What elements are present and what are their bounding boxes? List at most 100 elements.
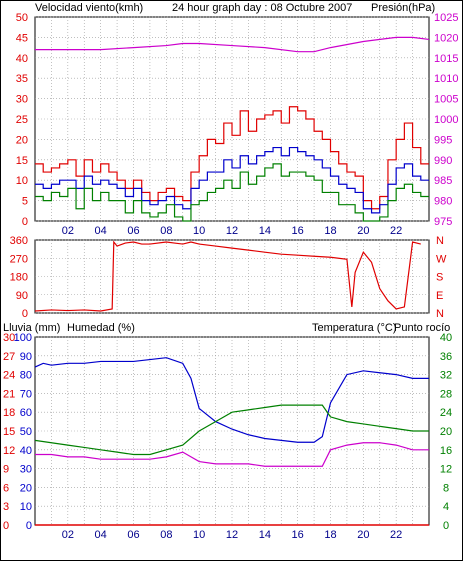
- compass-letter: N: [436, 235, 444, 247]
- pressure-tick-label: 990: [434, 155, 452, 167]
- wind-speed-line: [35, 106, 429, 210]
- dewpoint-line: [35, 442, 429, 467]
- rain-tick-label: 24: [3, 370, 15, 382]
- temperature-tick-label: 4: [443, 501, 449, 513]
- direction-tick-label: 90: [16, 290, 28, 302]
- time-tick-label: 06: [127, 225, 139, 237]
- pressure-label: Presión(hPa): [371, 2, 435, 14]
- direction-tick-label: 270: [10, 253, 28, 265]
- rain-tick-label: 9: [3, 464, 9, 476]
- rain-tick-label: 18: [3, 407, 15, 419]
- humidity-tick-label: 60: [20, 407, 32, 419]
- humidity-tick-label: 10: [20, 501, 32, 513]
- pressure-tick-label: 1020: [434, 32, 458, 44]
- humidity-label: Humedad (%): [67, 322, 135, 334]
- time-tick-label: 02: [62, 529, 74, 541]
- humidity-tick-label: 40: [20, 445, 32, 457]
- time-tick-label: 08: [160, 529, 172, 541]
- time-tick-label: 10: [193, 225, 205, 237]
- time-tick-label: 08: [160, 225, 172, 237]
- time-tick-label: 04: [95, 529, 107, 541]
- dewpoint-label: Punto rocío: [394, 322, 450, 334]
- time-tick-label: 12: [226, 225, 238, 237]
- wind-low-line: [35, 163, 429, 222]
- time-tick-label: 10: [193, 529, 205, 541]
- rain-tick-label: 21: [3, 388, 15, 400]
- pressure-tick-label: 985: [434, 175, 452, 187]
- time-tick-label: 06: [127, 529, 139, 541]
- pressure-line: [35, 36, 430, 53]
- temperature-tick-label: 28: [440, 388, 452, 400]
- wind-avg-line: [35, 146, 429, 214]
- wind-tick-label: 50: [16, 12, 28, 24]
- rain-tick-label: 27: [3, 351, 15, 363]
- direction-tick-label: 0: [22, 308, 28, 320]
- time-tick-label: 18: [324, 225, 336, 237]
- time-tick-label: 20: [357, 529, 369, 541]
- rain-tick-label: 30: [3, 332, 15, 344]
- time-tick-label: 12: [226, 529, 238, 541]
- pressure-tick-label: 1015: [434, 53, 458, 65]
- compass-letter: S: [436, 272, 443, 284]
- direction-tick-label: 180: [10, 272, 28, 284]
- wind-tick-label: 40: [16, 53, 28, 65]
- pressure-tick-label: 975: [434, 216, 452, 228]
- time-tick-label: 20: [357, 225, 369, 237]
- chart-title: 24 hour graph day : 08 Octubre 2007: [172, 2, 352, 14]
- temperature-tick-label: 12: [440, 464, 452, 476]
- humidity-tick-label: 70: [20, 388, 32, 400]
- rain-tick-label: 0: [3, 520, 9, 532]
- time-tick-label: 02: [62, 225, 74, 237]
- pressure-tick-label: 1010: [434, 73, 458, 85]
- temperature-tick-label: 36: [440, 351, 452, 363]
- rain-tick-label: 15: [3, 426, 15, 438]
- wind-direction-line: [34, 240, 421, 312]
- wind-tick-label: 25: [16, 114, 28, 126]
- compass-letter: E: [436, 290, 443, 302]
- time-tick-label: 14: [259, 529, 271, 541]
- temperature-tick-label: 24: [440, 407, 452, 419]
- wind-tick-label: 20: [16, 134, 28, 146]
- temperature-tick-label: 8: [443, 482, 449, 494]
- temperature-label: Temperatura (°C): [312, 322, 396, 334]
- humidity-tick-label: 50: [20, 426, 32, 438]
- pressure-tick-label: 1000: [434, 114, 458, 126]
- compass-letter: N: [436, 308, 444, 320]
- wind-tick-label: 45: [16, 32, 28, 44]
- humidity-tick-label: 90: [20, 351, 32, 363]
- time-tick-label: 04: [95, 225, 107, 237]
- wind-tick-label: 30: [16, 94, 28, 106]
- wind-tick-label: 35: [16, 73, 28, 85]
- rain-label: Lluvia (mm): [3, 322, 60, 334]
- pressure-tick-label: 980: [434, 196, 452, 208]
- time-tick-label: 16: [292, 225, 304, 237]
- humidity-tick-label: 0: [26, 520, 32, 532]
- wind-speed-label: Velocidad viento(kmh): [35, 2, 143, 14]
- temperature-line: [34, 404, 429, 456]
- time-tick-label: 14: [259, 225, 271, 237]
- pressure-tick-label: 1005: [434, 94, 458, 106]
- wind-tick-label: 0: [22, 216, 28, 228]
- pressure-tick-label: 1025: [434, 12, 458, 24]
- temperature-tick-label: 0: [443, 520, 449, 532]
- direction-tick-label: 360: [10, 235, 28, 247]
- time-tick-label: 18: [324, 529, 336, 541]
- wind-tick-label: 5: [22, 196, 28, 208]
- humidity-tick-label: 100: [14, 332, 32, 344]
- rain-tick-label: 6: [3, 482, 9, 494]
- time-tick-label: 22: [390, 529, 402, 541]
- temperature-tick-label: 16: [440, 445, 452, 457]
- humidity-line: [34, 357, 429, 443]
- compass-letter: W: [436, 253, 447, 265]
- wind-tick-label: 15: [16, 155, 28, 167]
- wind-tick-label: 10: [16, 175, 28, 187]
- temperature-tick-label: 20: [440, 426, 452, 438]
- temperature-tick-label: 32: [440, 370, 452, 382]
- humidity-tick-label: 20: [20, 482, 32, 494]
- rain-tick-label: 12: [3, 445, 15, 457]
- time-tick-label: 16: [292, 529, 304, 541]
- humidity-tick-label: 80: [20, 370, 32, 382]
- humidity-tick-label: 30: [20, 464, 32, 476]
- pressure-tick-label: 995: [434, 134, 452, 146]
